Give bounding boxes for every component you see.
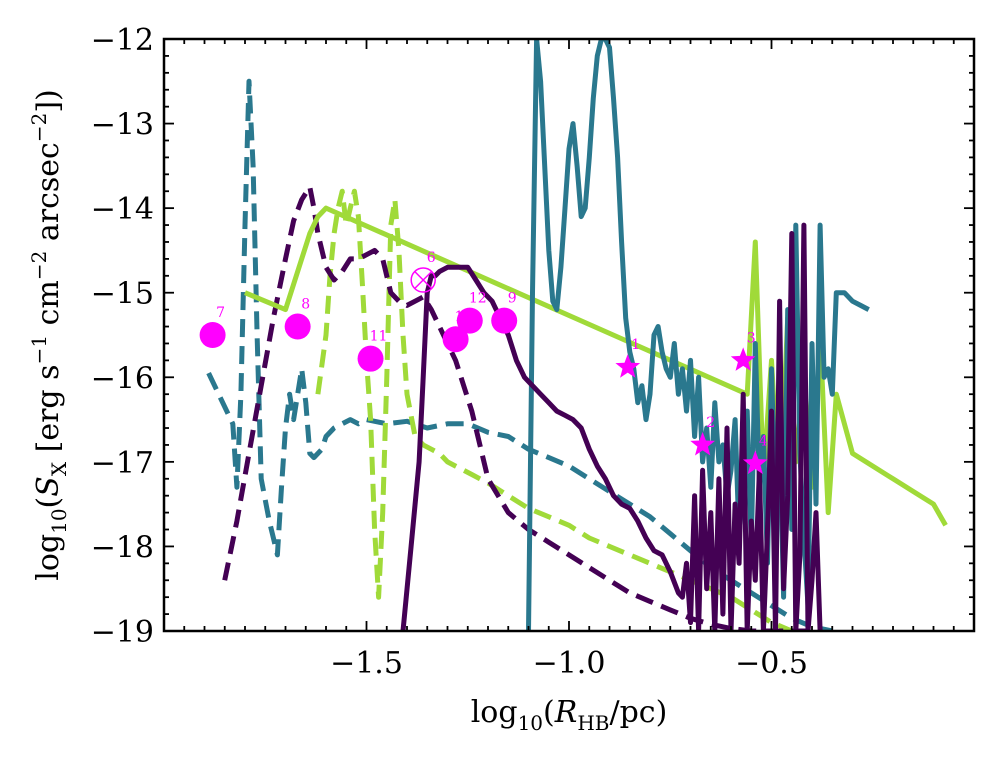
point-label-6: 6 xyxy=(427,250,436,266)
x-tick-label: −1.0 xyxy=(533,646,606,681)
y-tick-label: −16 xyxy=(91,361,154,396)
point-label-11: 11 xyxy=(370,329,388,345)
point-label-12: 12 xyxy=(469,291,487,307)
y-tick-label: −12 xyxy=(91,23,154,58)
y-tick-label: −18 xyxy=(91,530,154,565)
point-label-3: 3 xyxy=(747,330,756,346)
point-label-9: 9 xyxy=(508,291,517,307)
x-tick-label: −1.5 xyxy=(330,646,403,681)
y-tick-label: −19 xyxy=(91,615,154,650)
x-axis-label: log10(RHB/pc) xyxy=(471,695,668,735)
y-tick-label: −15 xyxy=(91,277,154,312)
point-marker-12 xyxy=(457,308,483,334)
y-axis-label: log10(SX [erg s−1 cm−2 arcsec−2]) xyxy=(27,89,71,581)
point-label-2: 2 xyxy=(706,415,715,431)
chart: 78111012961234 −1.5−1.0−0.5−19−18−17−16−… xyxy=(0,0,998,758)
x-tick-label: −0.5 xyxy=(735,646,808,681)
point-marker-7 xyxy=(200,322,226,348)
y-tick-label: −14 xyxy=(91,192,154,227)
point-label-4: 4 xyxy=(759,434,768,450)
point-label-8: 8 xyxy=(301,297,310,313)
point-marker-11 xyxy=(358,346,384,372)
point-marker-8 xyxy=(285,314,311,340)
y-tick-label: −13 xyxy=(91,108,154,143)
y-tick-label: −17 xyxy=(91,446,154,481)
point-label-7: 7 xyxy=(216,305,225,321)
point-marker-9 xyxy=(491,308,517,334)
point-label-1: 1 xyxy=(631,337,640,353)
